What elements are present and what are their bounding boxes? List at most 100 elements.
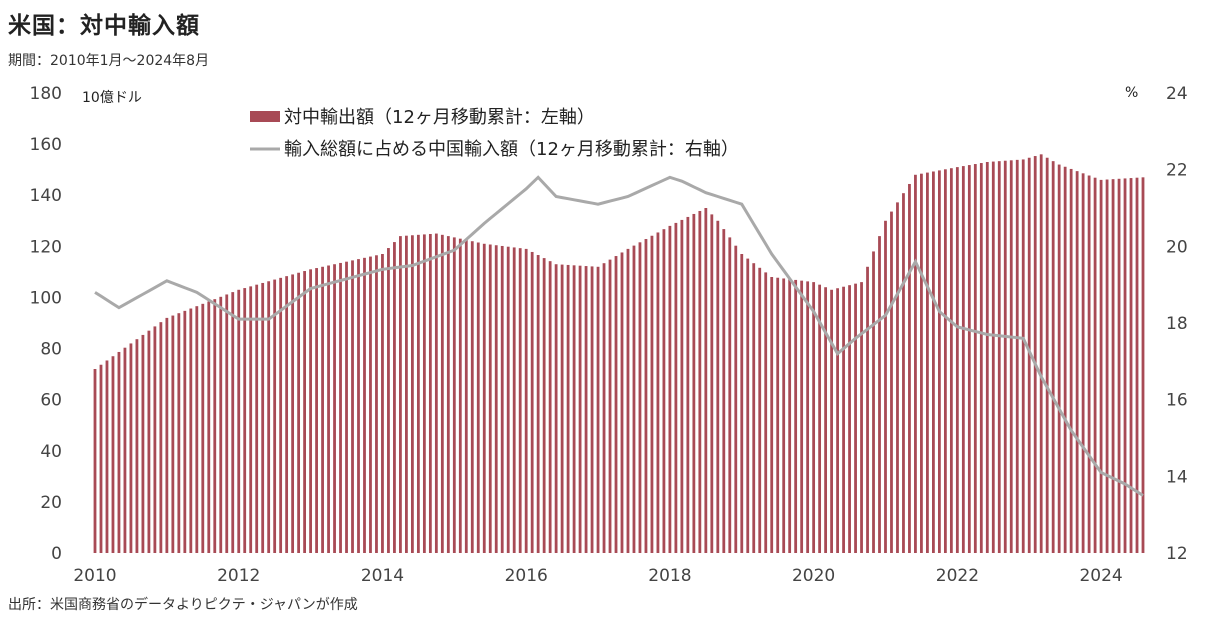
- bar: [500, 245, 504, 553]
- bar: [542, 258, 546, 553]
- left-tick-label: 140: [30, 186, 62, 206]
- bar: [93, 369, 97, 553]
- bar: [776, 277, 780, 553]
- chart-title: 米国：対中輸入額: [8, 13, 200, 39]
- bar: [1117, 178, 1121, 554]
- bar: [1045, 157, 1049, 554]
- bar: [1039, 154, 1043, 553]
- bar: [710, 214, 714, 553]
- bar: [428, 233, 432, 554]
- bar: [237, 289, 241, 553]
- bar: [410, 235, 414, 553]
- bar: [991, 161, 995, 553]
- bar: [225, 294, 229, 553]
- legend-line-label: 輸入総額に占める中国輸入額（12ヶ月移動累計：右軸）: [284, 139, 739, 160]
- bar: [584, 266, 588, 553]
- bar: [357, 259, 360, 553]
- bar: [896, 202, 899, 553]
- bar: [231, 292, 235, 553]
- bar: [1087, 175, 1091, 553]
- bar: [979, 163, 983, 553]
- bar: [1027, 157, 1031, 554]
- bar: [818, 284, 822, 553]
- bar: [967, 165, 971, 553]
- legend-bar-label: 対中輸出額（12ヶ月移動累計：左軸）: [284, 107, 595, 128]
- bar: [303, 271, 306, 553]
- bar: [99, 364, 103, 553]
- bar: [632, 245, 636, 553]
- bar: [135, 339, 139, 553]
- bar: [117, 351, 121, 553]
- left-tick-label: 60: [40, 391, 62, 411]
- bar: [416, 234, 420, 553]
- bar: [123, 347, 127, 553]
- bar: [1105, 179, 1109, 553]
- bar: [932, 171, 935, 554]
- bar: [530, 251, 534, 553]
- bar: [183, 310, 187, 553]
- bar: [452, 237, 456, 553]
- left-axis: 0 20 40 60 80 100 120 140 160 180: [30, 84, 62, 564]
- bar: [249, 286, 253, 553]
- bar: [692, 213, 696, 553]
- bar: [812, 282, 816, 553]
- bar: [321, 266, 324, 553]
- legend-bar-swatch: [250, 111, 280, 122]
- bar: [1135, 177, 1139, 553]
- x-tick-label: 2020: [792, 566, 835, 586]
- bar: [219, 296, 223, 553]
- right-tick-label: 24: [1166, 84, 1188, 104]
- chart-period: 期間：2010年1月～2024年8月: [8, 53, 210, 69]
- bar: [1021, 159, 1025, 553]
- bar: [470, 241, 474, 553]
- right-tick-label: 14: [1166, 467, 1188, 487]
- left-tick-label: 20: [40, 493, 62, 513]
- bar: [638, 242, 642, 553]
- left-tick-label: 0: [51, 544, 62, 564]
- bar: [393, 242, 396, 553]
- bar: [908, 183, 911, 554]
- line-series: [94, 175, 1144, 497]
- bar: [560, 264, 564, 553]
- bar: [985, 162, 989, 553]
- bar: [764, 272, 768, 553]
- bar: [159, 322, 163, 553]
- bar: [656, 232, 660, 553]
- bar: [770, 277, 774, 553]
- bar: [279, 277, 283, 553]
- bar: [387, 248, 390, 554]
- bar: [1003, 160, 1007, 553]
- bar: [327, 265, 330, 553]
- bar: [836, 288, 839, 553]
- bar: [363, 257, 366, 553]
- bar: [914, 174, 917, 553]
- bar: [734, 245, 738, 553]
- bar: [830, 289, 833, 553]
- bar: [524, 248, 528, 553]
- bar: [315, 268, 318, 553]
- bar: [662, 229, 666, 554]
- source-note: 出所：米国商務省のデータよりピクテ・ジャパンが作成: [8, 597, 358, 613]
- bar: [1141, 177, 1145, 553]
- legend: 対中輸出額（12ヶ月移動累計：左軸） 輸入総額に占める中国輸入額（12ヶ月移動累…: [250, 107, 739, 160]
- bar: [926, 172, 929, 553]
- bar: [1015, 159, 1019, 553]
- bar: [614, 256, 618, 553]
- bar: [1099, 179, 1103, 553]
- bar: [339, 262, 342, 553]
- bar: [243, 288, 247, 553]
- bar: [309, 269, 312, 553]
- bar: [1069, 168, 1073, 553]
- bar: [686, 216, 690, 553]
- bar: [141, 334, 145, 553]
- bar: [291, 274, 295, 553]
- bar: [1123, 178, 1127, 553]
- bar: [440, 234, 444, 553]
- bar: [267, 281, 271, 553]
- left-tick-label: 160: [30, 135, 62, 155]
- bar: [548, 261, 552, 553]
- bar: [800, 280, 804, 553]
- bar: [943, 169, 947, 554]
- bar: [872, 251, 875, 553]
- bar: [704, 208, 708, 553]
